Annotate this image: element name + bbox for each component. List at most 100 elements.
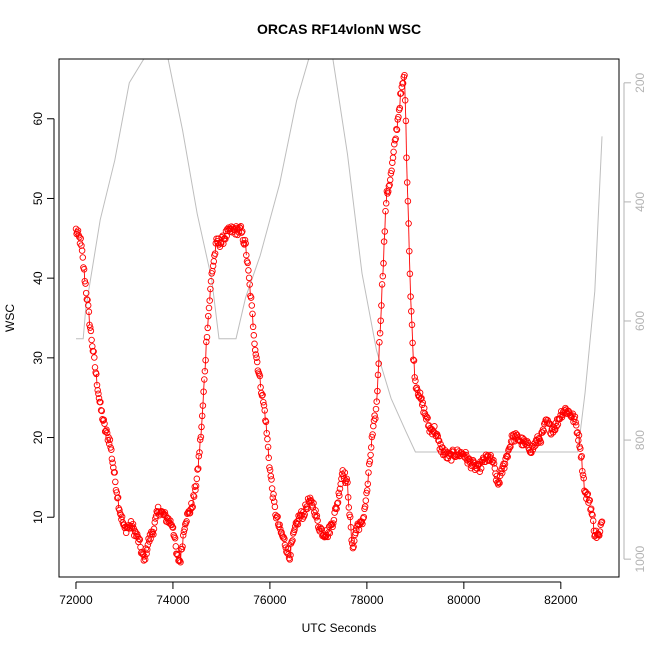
wsc-point — [193, 475, 201, 483]
wsc-point — [207, 278, 215, 285]
wsc-point — [200, 388, 207, 395]
wsc-point — [374, 371, 382, 379]
wsc-connector — [252, 313, 254, 327]
wsc-point — [269, 494, 277, 501]
wsc-point — [363, 487, 371, 494]
wsc-point — [167, 517, 174, 524]
wsc-connector — [377, 363, 380, 375]
wsc-point — [186, 509, 194, 517]
wsc-point — [206, 297, 213, 304]
wsc-point — [80, 266, 88, 273]
x-axis: 72000 74000 76000 78000 80000 82000 — [59, 581, 578, 607]
wsc-point — [407, 293, 414, 300]
wsc-point — [272, 511, 279, 519]
wsc-point — [382, 207, 389, 215]
wsc-point — [326, 529, 334, 537]
wsc-point — [91, 364, 99, 371]
wsc-point — [258, 392, 266, 399]
wsc-point — [389, 159, 396, 166]
wsc-point — [77, 235, 84, 242]
wsc-point — [202, 356, 209, 364]
wsc-point — [399, 80, 407, 87]
wsc-point — [367, 444, 375, 451]
wsc-point — [111, 469, 118, 476]
wsc-point — [151, 519, 158, 526]
y-tick-label: 30 — [31, 351, 45, 365]
wsc-point — [424, 414, 431, 422]
wsc-connector — [410, 311, 413, 325]
wsc-point — [265, 454, 272, 462]
wsc-point — [367, 451, 374, 459]
wsc-point — [95, 390, 102, 398]
wsc-point — [95, 394, 103, 402]
wsc-point — [245, 267, 252, 274]
wsc-point — [578, 452, 585, 460]
wsc-point — [501, 460, 509, 468]
wsc-point — [243, 251, 250, 259]
wsc-connector — [405, 120, 407, 158]
wsc-point — [201, 376, 208, 383]
x-tick-label: 82000 — [544, 593, 578, 607]
wsc-point — [171, 534, 179, 542]
wsc-point — [493, 472, 501, 480]
wsc-point — [362, 497, 370, 504]
wsc-point — [191, 483, 199, 490]
wsc-point — [379, 272, 387, 280]
wsc-point — [183, 518, 190, 525]
wsc-point — [336, 485, 344, 493]
wsc-point — [401, 97, 409, 104]
wsc-point — [98, 407, 106, 415]
wsc-point — [408, 321, 416, 329]
wsc-point — [247, 294, 255, 301]
wsc-point — [534, 439, 542, 447]
wsc-point — [173, 551, 181, 558]
wsc-point — [519, 434, 526, 442]
wsc-point — [271, 503, 279, 511]
wsc-point — [370, 422, 377, 430]
wsc-point — [544, 417, 551, 424]
wsc-point — [406, 247, 413, 255]
wsc-point — [241, 236, 249, 244]
wsc-point — [205, 304, 213, 312]
wsc-point — [179, 543, 186, 550]
wsc-point — [390, 148, 397, 156]
wsc-point — [173, 550, 180, 557]
wsc-point — [114, 494, 122, 501]
wsc-point — [598, 518, 606, 525]
wsc-point — [179, 532, 187, 539]
wsc-point — [240, 239, 247, 247]
wsc-connectors — [83, 75, 595, 563]
wsc-connector — [349, 516, 352, 528]
wsc-point — [435, 437, 443, 444]
wsc-point — [199, 402, 207, 409]
wsc-point — [403, 154, 410, 161]
x-tick-label: 74000 — [156, 593, 190, 607]
wsc-point — [264, 443, 272, 451]
y-axis: 10 20 30 40 50 60 — [31, 112, 55, 524]
wsc-point — [252, 351, 260, 358]
wsc-point — [588, 510, 596, 518]
wsc-point — [431, 423, 438, 430]
wsc-point — [501, 464, 508, 472]
wsc-point — [99, 417, 107, 424]
wsc-point — [78, 242, 85, 249]
wsc-point — [598, 519, 605, 526]
wsc-point — [112, 478, 119, 486]
wsc-connector — [378, 342, 380, 364]
wsc-point — [76, 233, 83, 241]
wsc-point — [344, 479, 351, 486]
wsc-connector — [383, 241, 385, 264]
wsc-connector — [382, 263, 384, 277]
y2-tick-label: 800 — [633, 430, 647, 450]
wsc-point — [572, 422, 580, 429]
wsc-point — [409, 339, 416, 347]
wsc-point — [248, 302, 256, 309]
wsc-point — [373, 398, 380, 405]
wsc-point — [372, 405, 380, 413]
wsc-point — [188, 504, 196, 511]
wsc-point — [418, 394, 425, 402]
wsc-point — [266, 464, 273, 471]
wsc-point — [94, 387, 101, 394]
wsc-connector — [379, 320, 382, 334]
wsc-series — [72, 71, 606, 566]
